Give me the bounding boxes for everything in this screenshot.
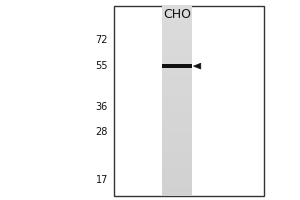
Bar: [162, 89, 192, 92]
Bar: [162, 124, 192, 127]
Text: 17: 17: [96, 175, 108, 185]
Bar: [162, 62, 192, 65]
Bar: [162, 110, 192, 113]
Bar: [162, 186, 192, 189]
Bar: [162, 67, 192, 70]
Bar: [162, 60, 192, 63]
Bar: [162, 103, 192, 106]
Bar: [162, 148, 192, 151]
Bar: [162, 72, 192, 75]
Bar: [162, 13, 192, 16]
Bar: [162, 22, 192, 25]
Bar: [162, 131, 192, 134]
Bar: [162, 165, 192, 168]
Bar: [114, 6, 264, 196]
Bar: [162, 8, 192, 11]
Bar: [162, 51, 192, 53]
Text: 36: 36: [96, 102, 108, 112]
Bar: [162, 29, 192, 32]
Bar: [162, 39, 192, 42]
Polygon shape: [194, 63, 201, 69]
Bar: [162, 172, 192, 175]
Bar: [162, 46, 192, 49]
Bar: [162, 143, 192, 146]
Bar: [162, 181, 192, 184]
Bar: [162, 112, 192, 115]
Bar: [162, 58, 192, 61]
Bar: [162, 127, 192, 130]
Bar: [162, 5, 192, 8]
Bar: [162, 55, 192, 58]
Bar: [162, 65, 192, 68]
Bar: [162, 191, 192, 194]
Bar: [162, 188, 192, 191]
Bar: [162, 17, 192, 20]
Bar: [162, 157, 192, 160]
Bar: [162, 167, 192, 170]
Bar: [162, 81, 192, 84]
Bar: [162, 34, 192, 37]
Bar: [162, 119, 192, 122]
Bar: [162, 98, 192, 101]
Bar: [162, 155, 192, 158]
Bar: [162, 24, 192, 27]
Bar: [162, 134, 192, 137]
Bar: [162, 96, 192, 99]
Bar: [162, 179, 192, 182]
Bar: [162, 193, 192, 196]
Bar: [162, 77, 192, 80]
Bar: [162, 74, 192, 77]
Bar: [162, 122, 192, 125]
Bar: [162, 129, 192, 132]
Bar: [162, 64, 192, 68]
Bar: [162, 15, 192, 18]
Bar: [162, 91, 192, 94]
Bar: [162, 32, 192, 34]
Bar: [162, 150, 192, 153]
Bar: [162, 93, 192, 96]
Bar: [162, 43, 192, 46]
Bar: [162, 184, 192, 186]
Bar: [162, 115, 192, 118]
Bar: [162, 27, 192, 30]
Bar: [162, 169, 192, 172]
Bar: [162, 100, 192, 103]
Bar: [162, 174, 192, 177]
Bar: [162, 41, 192, 44]
Bar: [162, 108, 192, 110]
Bar: [162, 53, 192, 56]
Text: CHO: CHO: [163, 8, 191, 21]
Bar: [162, 136, 192, 139]
Bar: [162, 117, 192, 120]
Bar: [162, 176, 192, 179]
Bar: [162, 153, 192, 156]
Bar: [162, 138, 192, 141]
Bar: [162, 141, 192, 144]
Bar: [162, 86, 192, 89]
Bar: [162, 20, 192, 23]
Bar: [162, 160, 192, 163]
Bar: [162, 79, 192, 82]
Text: 28: 28: [96, 127, 108, 137]
Bar: [162, 162, 192, 165]
Bar: [162, 146, 192, 148]
Text: 55: 55: [95, 61, 108, 71]
Bar: [162, 105, 192, 108]
Text: 72: 72: [95, 35, 108, 45]
Bar: [162, 84, 192, 87]
Bar: [162, 10, 192, 13]
Bar: [162, 48, 192, 51]
Bar: [162, 36, 192, 39]
Bar: [162, 70, 192, 73]
